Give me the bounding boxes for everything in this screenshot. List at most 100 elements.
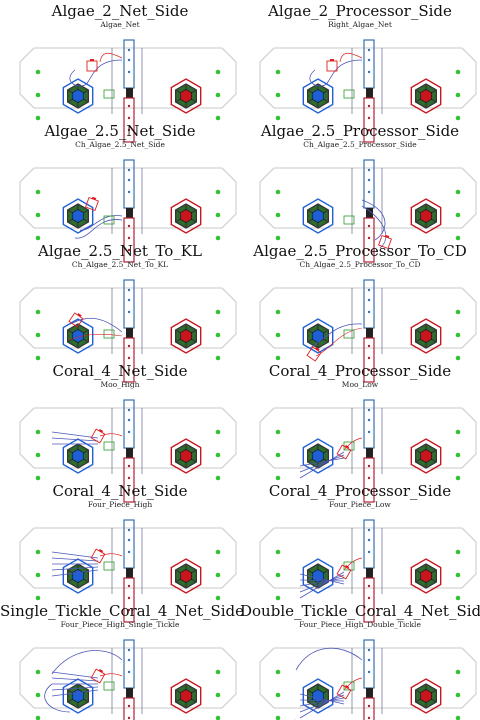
- cage-dot: [127, 430, 131, 434]
- cage-dot: [127, 408, 131, 412]
- cage-dot: [367, 58, 371, 62]
- red-reef-core: [180, 689, 192, 703]
- cage-dot: [367, 430, 371, 434]
- path-line: [299, 454, 345, 473]
- coral-mark: [455, 692, 461, 698]
- red-reef-outline: [410, 678, 442, 714]
- robot-front: [330, 59, 334, 61]
- auto-paths: [69, 317, 123, 341]
- coral-mark: [215, 715, 221, 720]
- barge-center: [126, 688, 133, 698]
- path-line: [51, 569, 99, 577]
- auto-panel: Coral_4_Net_Side Four_Piece_High: [0, 480, 240, 623]
- field-diagram: [259, 159, 477, 263]
- robot-front: [98, 428, 104, 433]
- coral-mark: [455, 715, 461, 720]
- cage-dot: [367, 168, 371, 172]
- field-outline: [19, 287, 237, 349]
- auto-panel: Single_Tickle_Coral_4_Net_Side Four_Piece…: [0, 600, 244, 720]
- path-line: [299, 571, 345, 599]
- auto-paths: [51, 431, 123, 451]
- coral-mark: [35, 355, 41, 361]
- blue-reef: [302, 198, 334, 234]
- cage-dot: [367, 550, 371, 554]
- coral-mark: [275, 332, 281, 338]
- cage-dot: [127, 236, 131, 240]
- robot-ghost: [103, 681, 115, 691]
- panel-subtitle: Ch_Algae_2.5_Processor_To_CD: [299, 260, 421, 269]
- field-diagram: [19, 399, 237, 503]
- robot-front: [77, 313, 82, 318]
- red-reef-outline: [170, 438, 202, 474]
- cage-dot: [127, 464, 131, 468]
- coral-mark: [215, 332, 221, 338]
- coral-mark: [35, 309, 41, 315]
- cage-dot: [367, 190, 371, 194]
- cage-dot: [127, 670, 131, 674]
- robot-ghost: [103, 89, 115, 99]
- cage-dot: [367, 704, 371, 708]
- coral-mark: [215, 572, 221, 578]
- coral-mark: [455, 332, 461, 338]
- blue-barge: [363, 399, 375, 449]
- blue-reef-outline: [302, 78, 334, 114]
- cage-dot: [127, 178, 131, 182]
- panel-subtitle: Algae_Net: [100, 20, 140, 29]
- panel-title: Coral_4_Net_Side: [52, 482, 188, 500]
- red-reef: [170, 78, 202, 114]
- coral-mark: [215, 189, 221, 195]
- path-line: [69, 334, 123, 341]
- coral-mark: [455, 475, 461, 481]
- field-diagram: [19, 519, 237, 623]
- cage-dot: [367, 248, 371, 252]
- path-line: [299, 699, 345, 702]
- coral-mark: [455, 92, 461, 98]
- coral-mark: [275, 212, 281, 218]
- cage-dot: [127, 356, 131, 360]
- coral-mark: [275, 235, 281, 241]
- red-barge: [363, 97, 375, 143]
- path-line: [51, 437, 99, 442]
- panel-subtitle: Four_Piece_High_Double_Tickle: [299, 620, 421, 629]
- auto-panel: Algae_2.5_Net_To_KL Ch_Algae_2.5_Net_To_K…: [0, 240, 240, 383]
- coral-mark: [275, 309, 281, 315]
- field-diagram: [259, 639, 477, 720]
- blue-barge: [363, 279, 375, 329]
- blue-reef-outline: [302, 318, 334, 354]
- path-line: [299, 579, 345, 582]
- blue-reef-core: [312, 89, 324, 103]
- panel-subtitle: Four_Piece_High_Single_Tickle: [60, 620, 180, 629]
- panel-subtitle: Ch_Algae_2.5_Net_To_KL: [71, 260, 169, 269]
- field-outline: [259, 407, 477, 469]
- path-line: [309, 59, 363, 87]
- auto-panel: Coral_4_Processor_Side Moo_Low: [240, 360, 480, 503]
- coral-mark: [455, 595, 461, 601]
- auto-panel: Algae_2_Processor_Side Right_Algae_Net: [240, 0, 480, 143]
- coral-mark: [35, 669, 41, 675]
- panel-title: Coral_4_Net_Side: [52, 362, 188, 380]
- path-line: [315, 327, 363, 357]
- coral-mark: [215, 92, 221, 98]
- coral-mark: [215, 692, 221, 698]
- path-line: [69, 317, 123, 333]
- cage-dot: [127, 368, 131, 372]
- blue-barge: [363, 39, 375, 89]
- path-line: [343, 557, 363, 571]
- panel-title: Coral_4_Processor_Side: [268, 482, 452, 500]
- robot: [326, 59, 338, 72]
- coral-mark: [35, 69, 41, 75]
- auto-paths: [51, 551, 123, 577]
- cage-dot: [127, 58, 131, 62]
- field-outline: [259, 647, 477, 709]
- path-line: [44, 683, 71, 713]
- robot-ghost: [343, 89, 355, 99]
- blue-reef: [62, 198, 94, 234]
- red-barge: [123, 97, 135, 143]
- panel-title: Algae_2_Processor_Side: [268, 2, 452, 20]
- red-reef: [410, 558, 442, 594]
- blue-reef-outline: [62, 438, 94, 474]
- cage-dot: [367, 408, 371, 412]
- coral-mark: [455, 549, 461, 555]
- barge-center: [126, 88, 133, 98]
